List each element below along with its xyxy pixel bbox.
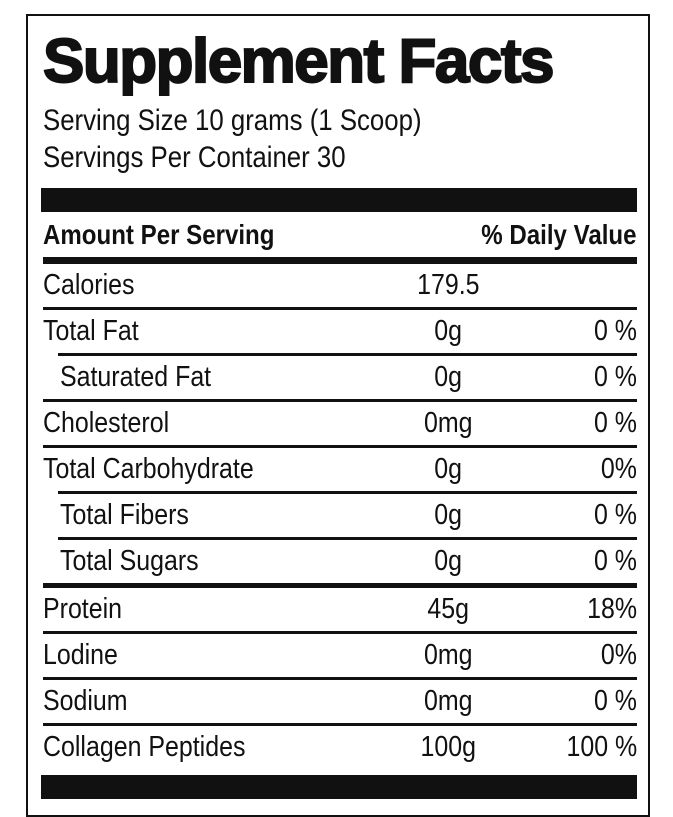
serving-size-text: Serving Size 10 grams (1 Scoop) (43, 104, 422, 138)
nutrient-daily-value: 0 % (594, 361, 637, 394)
nutrient-amount: 0mg (423, 407, 473, 440)
amount-per-serving-header: Amount Per Serving (43, 219, 312, 251)
nutrient-daily-value-cell: 100 % (523, 731, 637, 764)
nutrient-amount-cell: 100g (373, 731, 523, 764)
nutrient-daily-value-cell: 0% (523, 453, 637, 486)
nutrient-amount-cell: 0mg (373, 407, 523, 440)
nutrient-daily-value: 0 % (594, 407, 637, 440)
nutrient-name: Total Fibers (60, 499, 189, 532)
table-row: Protein 45g 18% (43, 583, 637, 631)
nutrient-name: Saturated Fat (60, 361, 212, 394)
table-row: Sodium 0mg 0 % (43, 677, 637, 723)
nutrient-name: Lodine (43, 639, 118, 672)
nutrient-amount: 0g (434, 361, 462, 394)
supplement-facts-panel: Supplement Facts Serving Size 10 grams (… (26, 14, 650, 817)
serving-size-line: Serving Size 10 grams (1 Scoop) (43, 103, 637, 140)
nutrient-daily-value: 0% (600, 639, 637, 672)
table-row: Total Sugars 0g 0 % (43, 537, 637, 583)
amount-per-serving-header-text: Amount Per Serving (43, 219, 275, 251)
nutrient-daily-value: 0 % (594, 315, 637, 348)
nutrient-amount: 100g (420, 731, 476, 764)
nutrient-name: Sodium (43, 685, 128, 718)
nutrient-amount: 0mg (423, 639, 473, 672)
nutrient-amount-cell: 45g (373, 593, 523, 626)
daily-value-header: % Daily Value (456, 219, 637, 251)
separator-bar-top (41, 188, 637, 213)
nutrient-daily-value: 0% (600, 453, 637, 486)
nutrient-name: Total Fat (43, 315, 139, 348)
nutrient-name-cell: Total Fat (43, 315, 373, 348)
servings-per-container-line: Servings Per Container 30 (43, 140, 637, 177)
nutrient-name-cell: Collagen Peptides (43, 731, 373, 764)
nutrient-amount: 179.5 (416, 269, 480, 302)
nutrient-amount-cell: 0mg (373, 639, 523, 672)
table-row: Total Fibers 0g 0 % (43, 491, 637, 537)
nutrient-name-cell: Cholesterol (43, 407, 373, 440)
nutrient-daily-value-cell: 0 % (523, 499, 637, 532)
nutrient-name-cell: Sodium (43, 685, 373, 718)
daily-value-header-text: % Daily Value (481, 219, 637, 251)
nutrient-amount: 0g (434, 453, 462, 486)
nutrient-daily-value-cell: 0 % (523, 407, 637, 440)
nutrient-name: Protein (43, 593, 123, 626)
nutrient-amount: 0g (434, 545, 462, 578)
panel-title: Supplement Facts (42, 27, 556, 96)
nutrient-name-cell: Lodine (43, 639, 373, 672)
nutrient-name: Collagen Peptides (43, 731, 246, 764)
nutrient-amount: 0g (434, 315, 462, 348)
table-row: Total Fat 0g 0 % (43, 307, 637, 353)
nutrient-daily-value: 0 % (594, 499, 637, 532)
nutrition-rows: Calories 179.5 Total Fat 0g 0 % Saturate… (43, 264, 637, 769)
nutrient-name: Calories (43, 269, 135, 302)
nutrient-daily-value-cell: 18% (523, 593, 637, 626)
nutrient-daily-value: 18% (587, 593, 637, 626)
nutrient-amount: 45g (427, 593, 469, 626)
nutrient-name: Cholesterol (43, 407, 170, 440)
nutrient-amount-cell: 0g (373, 315, 523, 348)
table-row: Total Carbohydrate 0g 0% (43, 445, 637, 491)
table-row: Collagen Peptides 100g 100 % (43, 723, 637, 769)
nutrient-amount-cell: 0g (373, 453, 523, 486)
nutrient-daily-value-cell: 0% (523, 639, 637, 672)
nutrient-name-cell: Total Carbohydrate (43, 453, 373, 486)
separator-bar-bottom (41, 775, 637, 800)
table-row: Saturated Fat 0g 0 % (43, 353, 637, 399)
table-header-row: Amount Per Serving % Daily Value (43, 212, 637, 265)
nutrient-amount-cell: 0g (373, 499, 523, 532)
nutrient-name-cell: Total Fibers (43, 499, 373, 532)
table-row: Calories 179.5 (43, 264, 637, 307)
nutrient-daily-value-cell: 0 % (523, 545, 637, 578)
nutrient-daily-value-cell: 0 % (523, 361, 637, 394)
nutrient-amount-cell: 0mg (373, 685, 523, 718)
nutrient-amount-cell: 0g (373, 361, 523, 394)
nutrient-amount-cell: 179.5 (373, 269, 523, 302)
nutrient-daily-value: 100 % (566, 731, 637, 764)
nutrient-daily-value: 0 % (594, 545, 637, 578)
nutrient-name-cell: Calories (43, 269, 373, 302)
nutrient-daily-value-cell: 0 % (523, 315, 637, 348)
table-row: Cholesterol 0mg 0 % (43, 399, 637, 445)
nutrient-amount: 0mg (423, 685, 473, 718)
nutrient-amount-cell: 0g (373, 545, 523, 578)
nutrient-name-cell: Protein (43, 593, 373, 626)
nutrient-daily-value: 0 % (594, 685, 637, 718)
nutrient-daily-value-cell (523, 269, 637, 302)
nutrient-daily-value-cell: 0 % (523, 685, 637, 718)
nutrient-name: Total Carbohydrate (43, 453, 254, 486)
table-row: Lodine 0mg 0% (43, 631, 637, 677)
nutrient-name-cell: Total Sugars (43, 545, 373, 578)
nutrient-name-cell: Saturated Fat (43, 361, 373, 394)
nutrient-name: Total Sugars (60, 545, 199, 578)
servings-per-container-text: Servings Per Container 30 (43, 140, 346, 174)
nutrient-amount: 0g (434, 499, 462, 532)
